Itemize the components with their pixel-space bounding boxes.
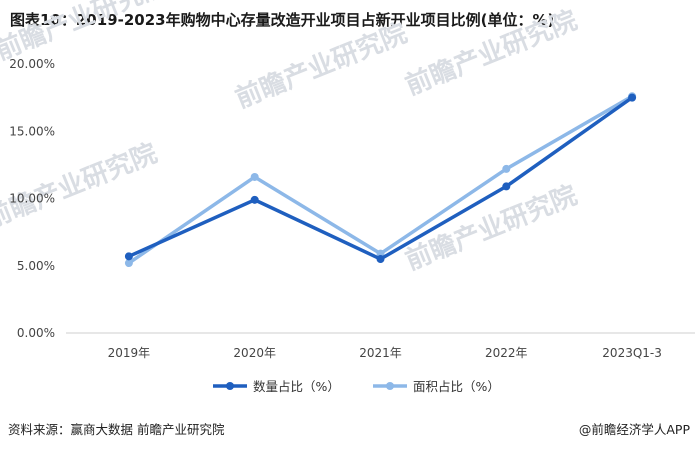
data-point xyxy=(628,93,637,102)
y-tick-label: 20.00% xyxy=(9,57,55,71)
y-tick-label: 0.00% xyxy=(17,326,55,340)
y-tick-label: 5.00% xyxy=(17,259,55,273)
data-point xyxy=(124,252,133,261)
data-point xyxy=(376,255,385,264)
watermark-text: 前瞻产业研究院 xyxy=(0,138,161,235)
data-point xyxy=(250,172,259,181)
data-point xyxy=(124,259,133,268)
y-tick-label: 15.00% xyxy=(9,124,55,138)
legend-swatch-marker xyxy=(386,382,394,390)
y-tick-label: 10.00% xyxy=(9,192,55,206)
chart-title: 图表10：2019-2023年购物中心存量改造开业项目占新开业项目比例(单位：%… xyxy=(10,11,555,29)
x-tick-label: 2019年 xyxy=(108,346,151,360)
data-point xyxy=(250,195,259,204)
watermark-text: 前瞻产业研究院 xyxy=(401,5,581,102)
legend-label: 数量占比（%） xyxy=(253,379,340,394)
data-point xyxy=(502,164,511,173)
x-tick-label: 2022年 xyxy=(485,346,528,360)
source-note: 资料来源：赢商大数据 前瞻产业研究院 xyxy=(8,422,225,437)
series-line-1 xyxy=(127,94,634,265)
legend-label: 面积占比（%） xyxy=(413,379,500,394)
brand-credit: @前瞻经济学人APP xyxy=(578,422,690,437)
x-tick-label: 2023Q1-3 xyxy=(602,346,662,360)
y-axis: 0.00% 5.00% 10.00% 15.00% 20.00% xyxy=(9,57,55,340)
legend: 数量占比（%） 面积占比（%） xyxy=(213,379,500,394)
legend-swatch-marker xyxy=(226,382,234,390)
series-line-0 xyxy=(127,95,634,261)
x-tick-label: 2021年 xyxy=(359,346,402,360)
x-axis: 2019年 2020年 2021年 2022年 2023Q1-3 xyxy=(108,346,662,360)
data-point xyxy=(502,182,511,191)
series-layer xyxy=(124,92,637,268)
watermark-text: 前瞻产业研究院 xyxy=(231,18,411,115)
x-tick-label: 2020年 xyxy=(233,346,276,360)
